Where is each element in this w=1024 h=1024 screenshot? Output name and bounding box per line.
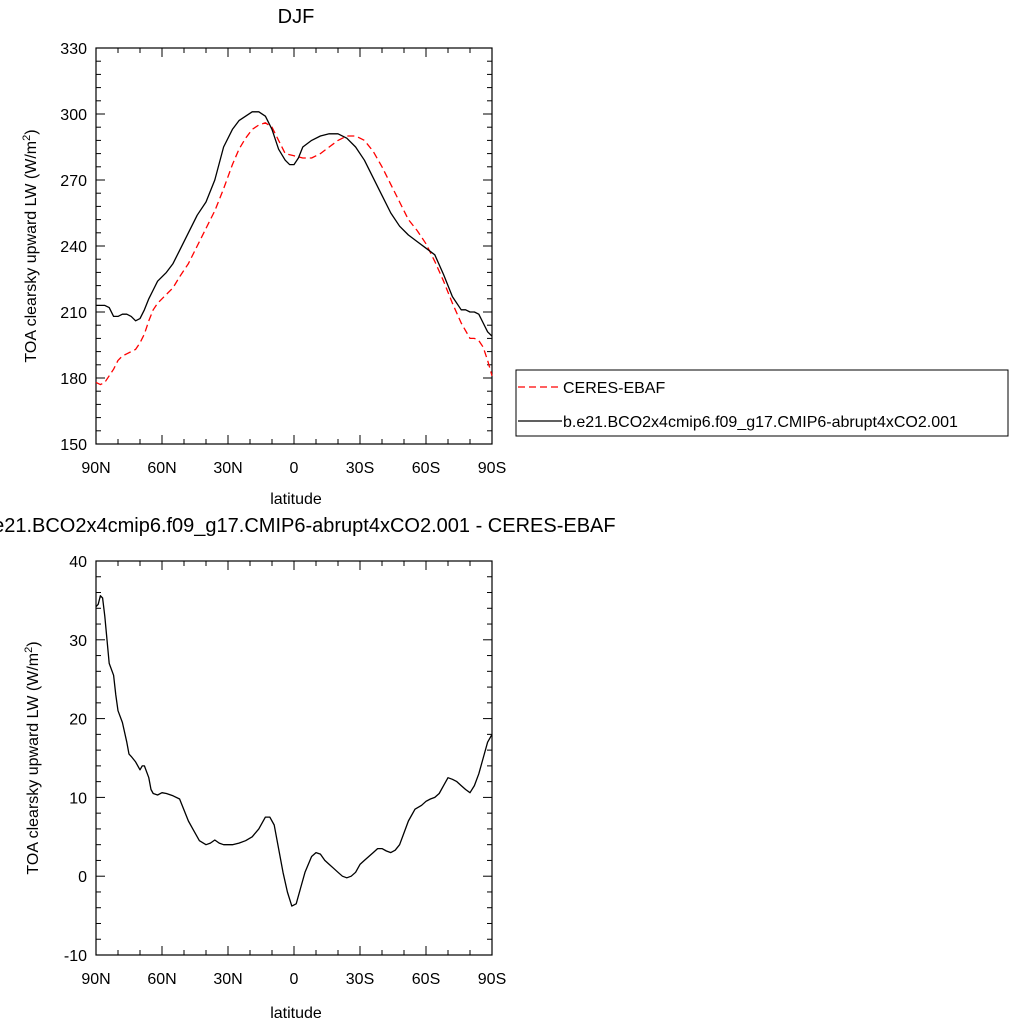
x-tick-label: 90S: [478, 460, 506, 477]
y-tick-label: -10: [64, 948, 87, 965]
x-tick-label: 90N: [81, 460, 110, 477]
y-tick-label: 20: [69, 712, 87, 729]
y-axis-label-close: ): [25, 641, 42, 646]
y-tick-label: 210: [60, 305, 87, 322]
y-tick-label: 0: [78, 869, 87, 886]
x-tick-label: 90S: [478, 971, 506, 988]
y-axis-label: TOA clearsky upward LW (W/m2): [23, 641, 42, 874]
x-tick-label: 30S: [346, 971, 374, 988]
legend-label-ceres: CERES-EBAF: [563, 380, 665, 397]
x-tick-label: 0: [290, 460, 299, 477]
y-axis-label-sup: 2: [21, 135, 33, 141]
y-tick-label: 300: [60, 107, 87, 124]
y-tick-label: 40: [69, 554, 87, 571]
x-tick-label: 60S: [412, 460, 440, 477]
y-axis-label: TOA clearsky upward LW (W/m2): [21, 129, 40, 362]
legend-box: [515, 369, 1009, 437]
y-tick-label: 30: [69, 633, 87, 650]
series-line-difference: [95, 595, 493, 907]
x-axis: 90N 60N 30N 0 30S 60S 90S: [81, 48, 506, 477]
panel-top: DJF 150 180 210 240 270 300 330 90N 60N 30N 0 30S 6…: [21, 6, 506, 508]
series-group: [95, 595, 493, 907]
y-axis-label-close: ): [23, 129, 40, 134]
x-axis-label: latitude: [270, 1005, 322, 1022]
y-axis-label-main: TOA clearsky upward LW (W/m: [25, 653, 42, 875]
x-tick-label: 30N: [213, 460, 242, 477]
x-tick-label: 90N: [81, 971, 110, 988]
x-tick-label: 30N: [213, 971, 242, 988]
y-tick-label: 150: [60, 437, 87, 454]
x-tick-label: 60N: [147, 971, 176, 988]
y-tick-label: 10: [69, 790, 87, 807]
plot-frame: [95, 47, 493, 445]
x-tick-label: 0: [290, 971, 299, 988]
x-axis-label: latitude: [270, 491, 322, 508]
y-axis-label-sup: 2: [23, 647, 35, 653]
x-tick-label: 30S: [346, 460, 374, 477]
series-line-model: [96, 111, 493, 337]
chart-title: b.e21.BCO2x4cmip6.f09_g17.CMIP6-abrupt4x…: [0, 515, 616, 537]
y-axis: -10 0 10 20 30 40: [64, 554, 492, 965]
legend: CERES-EBAF b.e21.BCO2x4cmip6.f09_g17.CMI…: [515, 369, 1009, 437]
panel-bottom: b.e21.BCO2x4cmip6.f09_g17.CMIP6-abrupt4x…: [0, 515, 616, 1022]
y-tick-label: 240: [60, 239, 87, 256]
x-tick-label: 60S: [412, 971, 440, 988]
y-axis: 150 180 210 240 270 300 330: [60, 41, 492, 454]
y-tick-label: 330: [60, 41, 87, 58]
x-tick-label: 60N: [147, 460, 176, 477]
legend-label-model: b.e21.BCO2x4cmip6.f09_g17.CMIP6-abrupt4x…: [563, 414, 958, 431]
plot-frame: [95, 560, 493, 956]
chart-title: DJF: [278, 6, 315, 28]
x-axis: 90N 60N 30N 0 30S 60S 90S: [81, 561, 506, 988]
y-tick-label: 180: [60, 371, 87, 388]
y-axis-label-main: TOA clearsky upward LW (W/m: [23, 141, 40, 363]
y-tick-label: 270: [60, 173, 87, 190]
series-group: [95, 111, 493, 386]
